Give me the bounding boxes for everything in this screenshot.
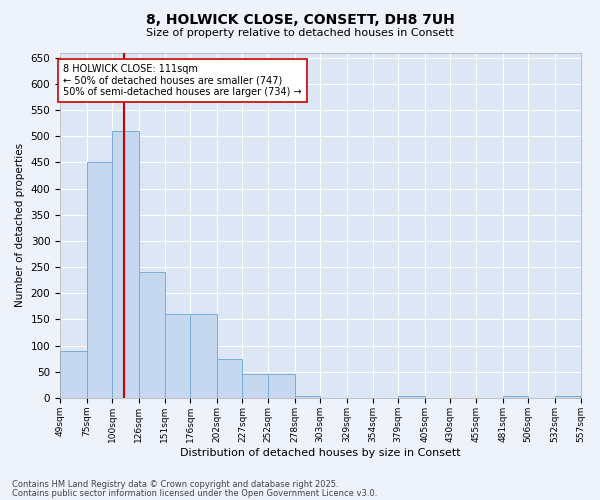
Bar [60,351,86,398]
Bar [164,314,190,398]
Bar [242,374,268,398]
Text: Size of property relative to detached houses in Consett: Size of property relative to detached ho… [146,28,454,38]
Text: Contains HM Land Registry data © Crown copyright and database right 2025.: Contains HM Land Registry data © Crown c… [12,480,338,489]
Bar [268,374,295,398]
Bar [398,396,425,398]
Bar [190,314,217,398]
Text: 8, HOLWICK CLOSE, CONSETT, DH8 7UH: 8, HOLWICK CLOSE, CONSETT, DH8 7UH [146,12,454,26]
Bar [555,396,580,398]
Bar [503,396,528,398]
Bar [217,358,242,398]
X-axis label: Distribution of detached houses by size in Consett: Distribution of detached houses by size … [180,448,461,458]
Bar [86,162,112,398]
Text: Contains public sector information licensed under the Open Government Licence v3: Contains public sector information licen… [12,489,377,498]
Bar [295,396,320,398]
Y-axis label: Number of detached properties: Number of detached properties [15,143,25,308]
Text: 8 HOLWICK CLOSE: 111sqm
← 50% of detached houses are smaller (747)
50% of semi-d: 8 HOLWICK CLOSE: 111sqm ← 50% of detache… [63,64,302,97]
Bar [112,131,139,398]
Bar [139,272,164,398]
